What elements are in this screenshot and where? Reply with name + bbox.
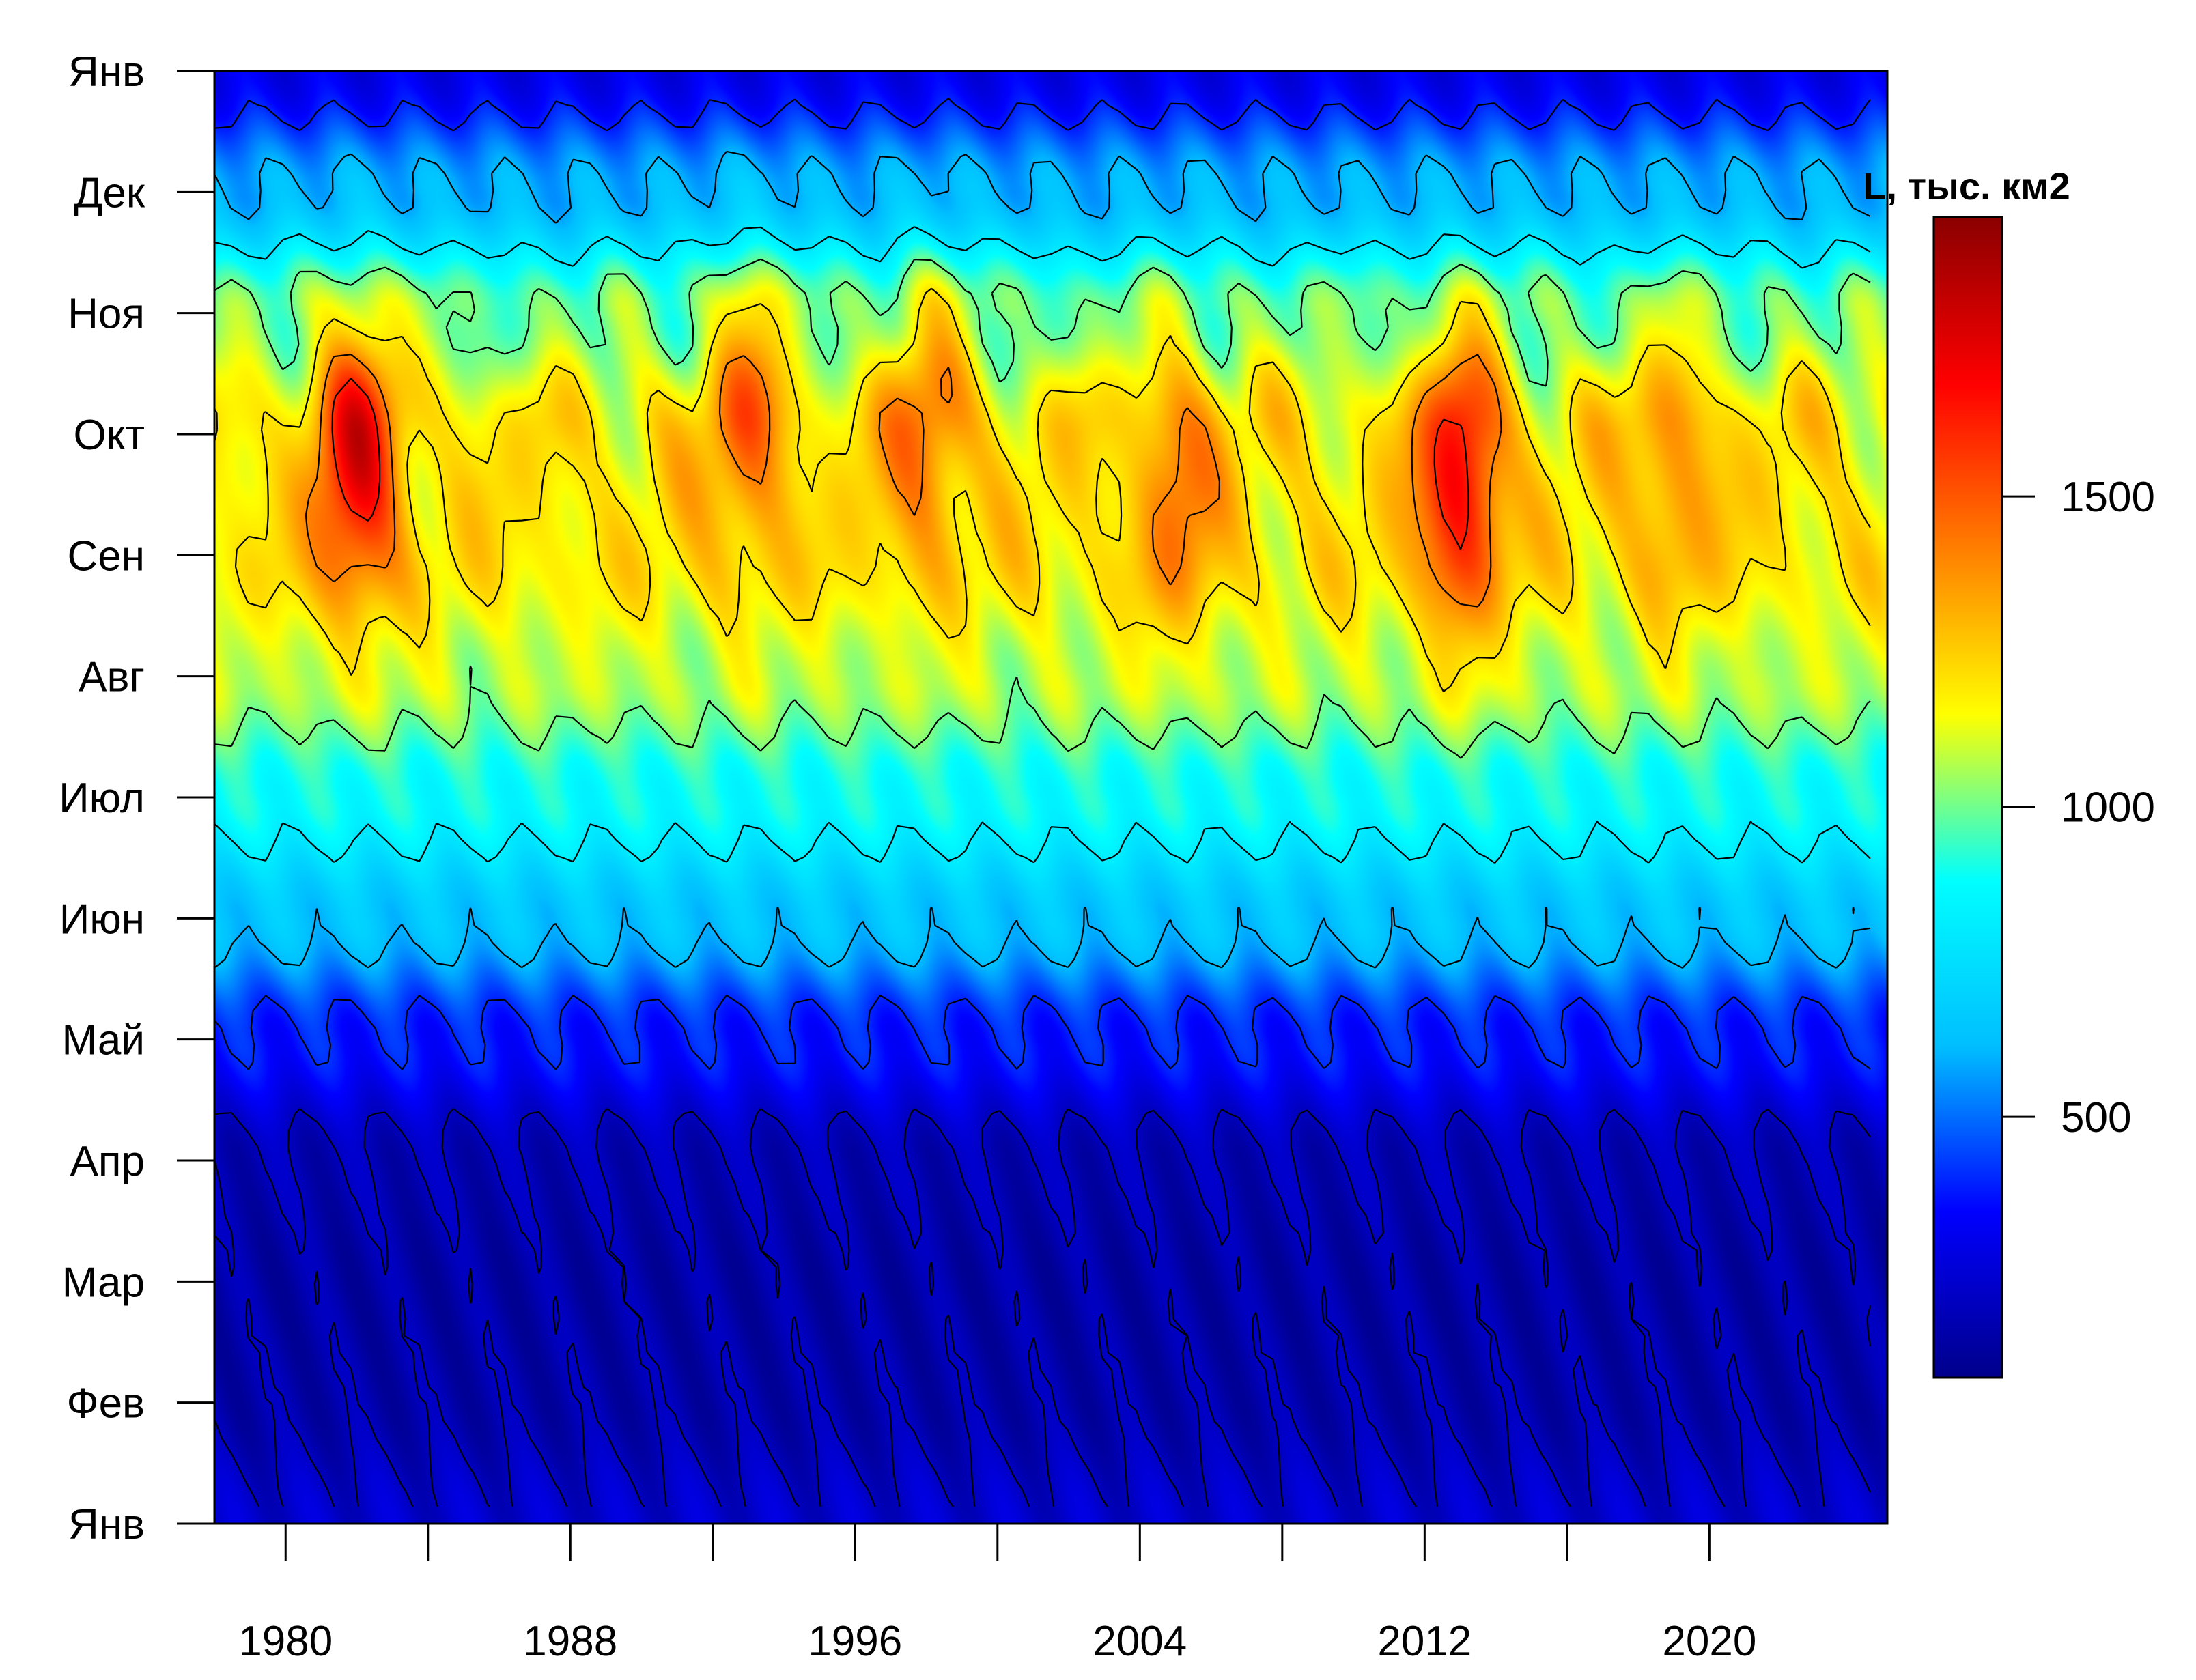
y-tick-label: Апр xyxy=(70,1138,145,1185)
x-axis: 1980 1988 1996 2004 2012 2020 xyxy=(238,1522,1756,1665)
plot-frame xyxy=(213,70,1889,1525)
x-tick-label: 2012 xyxy=(1377,1618,1472,1665)
x-tick-label: 1988 xyxy=(523,1618,617,1665)
x-tick-label: 2020 xyxy=(1662,1618,1756,1665)
contour-600 xyxy=(214,150,1871,969)
y-tick-label: Июл xyxy=(59,775,145,822)
x-tick-label: 2004 xyxy=(1093,1618,1187,1665)
contour-1200 xyxy=(213,287,1871,692)
colorbar-ticks: 500 1000 1500 xyxy=(2002,474,2155,1141)
colorbar-title: L, тыс. км2 xyxy=(1863,165,2070,208)
y-axis: Янв Фев Мар Апр Май Июн Июл Авг Сен Окт Ноя Дек Янв xyxy=(59,48,216,1548)
y-tick-label: Окт xyxy=(74,412,145,459)
contour-1600 xyxy=(331,378,1469,550)
colorbar-tick-label: 1000 xyxy=(2061,784,2155,831)
contour-400 xyxy=(214,98,1871,1070)
colorbar-tick-label: 500 xyxy=(2061,1094,2131,1141)
contour-200 xyxy=(213,1108,1872,1507)
contour-1000 xyxy=(214,258,1871,759)
y-tick-label: Сен xyxy=(68,532,145,580)
y-tick-label: Май xyxy=(62,1017,145,1064)
contour-lines xyxy=(213,98,1872,1507)
colorbar: L, тыс. км2 500 1000 1500 xyxy=(1863,165,2155,1379)
y-tick-label: Июн xyxy=(59,896,145,943)
y-tick-label: Фев xyxy=(66,1380,145,1427)
y-tick-label: Янв xyxy=(68,1501,145,1548)
y-tick-label: Мар xyxy=(62,1259,145,1306)
y-tick-label: Дек xyxy=(74,169,145,216)
y-tick-label: Янв xyxy=(68,48,145,96)
heatmap-raster xyxy=(214,71,1887,1524)
x-tick-label: 1996 xyxy=(808,1618,902,1665)
y-tick-label: Ноя xyxy=(68,291,145,338)
colorbar-frame xyxy=(1932,216,2003,1379)
contour-800 xyxy=(214,226,1871,864)
contour-1400 xyxy=(305,354,1502,608)
y-tick-label: Авг xyxy=(79,654,145,701)
colorbar-gradient xyxy=(1934,217,2002,1378)
x-tick-label: 1980 xyxy=(238,1618,333,1665)
colorbar-tick-label: 1500 xyxy=(2061,474,2155,521)
